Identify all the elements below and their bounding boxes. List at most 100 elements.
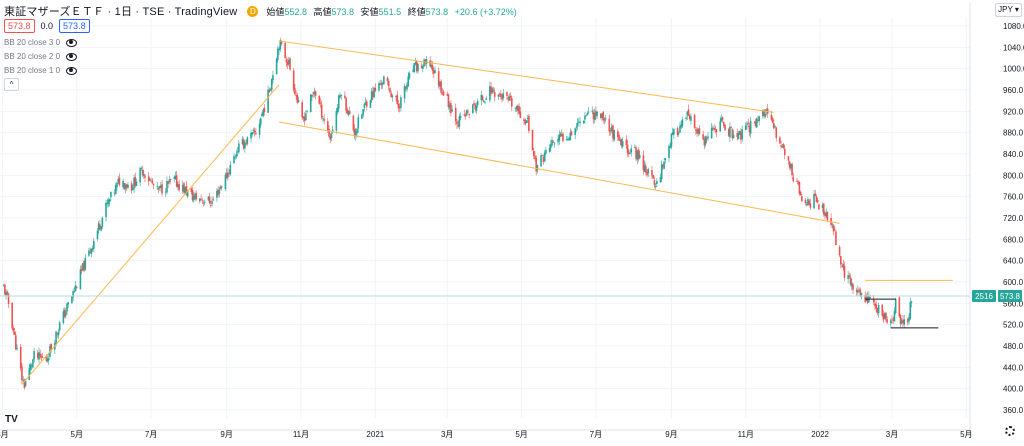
- indicator-bb-3[interactable]: BB 20 close 3 0: [4, 38, 78, 47]
- candle-body: [540, 155, 542, 167]
- eye-icon[interactable]: [66, 52, 78, 61]
- candle-body: [178, 183, 180, 190]
- candle-body: [515, 105, 518, 110]
- candle-body: [642, 155, 645, 171]
- candle-body: [771, 117, 774, 123]
- candle-body: [140, 167, 143, 169]
- candle-body: [125, 184, 128, 188]
- candle-body: [96, 230, 99, 240]
- y-tick-label: 840.0: [1003, 150, 1024, 159]
- candle-body: [116, 182, 118, 188]
- y-tick-label: 480.0: [1003, 342, 1024, 351]
- candle-body: [390, 92, 392, 98]
- candle-body: [16, 348, 18, 350]
- candle-body: [523, 119, 525, 121]
- candle-body: [456, 121, 458, 125]
- indicator-bb-2[interactable]: BB 20 close 2 0: [4, 52, 78, 61]
- candle-body: [380, 82, 383, 86]
- candle-body: [526, 118, 529, 119]
- candle-body: [107, 199, 110, 204]
- candle-body: [413, 63, 416, 72]
- candle-body: [150, 180, 152, 182]
- candle-body: [117, 179, 120, 183]
- candle-body: [161, 184, 163, 194]
- candle-body: [710, 127, 713, 139]
- candle-body: [57, 331, 60, 336]
- candle-body: [84, 257, 87, 270]
- x-tick-label: 11月: [293, 430, 309, 439]
- candle-body: [30, 365, 33, 367]
- y-tick-label: 1000.0: [1003, 65, 1024, 74]
- candle-body: [782, 144, 785, 148]
- candle-body: [557, 138, 559, 143]
- candle-body: [124, 184, 127, 189]
- candle-body: [242, 140, 245, 149]
- candle-body: [396, 95, 399, 104]
- candle-body: [228, 173, 230, 174]
- candle-body: [90, 248, 93, 254]
- candle-body: [889, 320, 892, 324]
- candle-body: [498, 93, 501, 95]
- candle-body: [482, 100, 485, 103]
- buy-button[interactable]: 573.8: [59, 19, 90, 33]
- market-status-badge[interactable]: D: [247, 5, 259, 17]
- candle-body: [509, 95, 512, 98]
- candle-body: [344, 95, 346, 98]
- candle-body: [101, 217, 104, 227]
- candle-body: [662, 164, 664, 167]
- candle-body: [569, 132, 572, 141]
- candle-body: [336, 107, 339, 112]
- candle-body: [5, 291, 7, 296]
- y-tick-label: 1080.0: [1003, 22, 1024, 31]
- candle-body: [362, 109, 364, 116]
- eye-icon[interactable]: [66, 66, 78, 75]
- candle-body: [770, 114, 773, 120]
- candle-body: [659, 177, 662, 183]
- candle-body: [100, 226, 102, 231]
- candle-body: [253, 130, 256, 133]
- candle-body: [258, 123, 261, 135]
- indicator-bb-1[interactable]: BB 20 close 1 0: [4, 66, 78, 75]
- candle-body: [383, 76, 385, 85]
- candle-body: [335, 111, 338, 131]
- candle-body: [364, 101, 367, 106]
- candle-body: [313, 91, 316, 95]
- y-tick-label: 960.0: [1003, 86, 1024, 95]
- candle-body: [874, 303, 876, 307]
- candle-body: [423, 59, 425, 67]
- candle-body: [110, 191, 112, 198]
- x-tick-label: 7月: [145, 430, 157, 439]
- candle-body: [587, 111, 590, 113]
- candle-body: [668, 145, 670, 158]
- candle-body: [831, 224, 834, 226]
- currency-selector[interactable]: JPY ▾: [995, 3, 1022, 17]
- collapse-legend-button[interactable]: ^: [4, 78, 19, 91]
- candle-body: [791, 164, 793, 176]
- candle-body: [414, 62, 417, 65]
- candle-body: [757, 119, 759, 121]
- candle-body: [378, 83, 380, 91]
- candle-body: [241, 138, 244, 145]
- candle-body: [311, 94, 313, 97]
- symbol-title[interactable]: 東証マザーズＥＴＦ · 1日 · TSE · TradingView: [4, 6, 238, 18]
- candle-body: [872, 299, 875, 303]
- candle-body: [286, 61, 289, 65]
- candle-body: [133, 177, 135, 189]
- candle-body: [73, 291, 76, 293]
- gear-icon[interactable]: [1005, 426, 1015, 436]
- sell-button[interactable]: 573.8: [4, 19, 35, 33]
- candle-body: [531, 129, 534, 151]
- candle-body: [553, 143, 556, 145]
- candle-body: [431, 65, 434, 71]
- candle-body: [6, 291, 9, 295]
- candle-body: [883, 313, 886, 319]
- candle-body: [40, 355, 43, 358]
- candle-body: [490, 86, 492, 94]
- change-value: +20.6 (+3.72%): [454, 6, 517, 17]
- open-value: 552.8: [284, 6, 307, 17]
- eye-icon[interactable]: [66, 38, 78, 47]
- candle-body: [389, 88, 391, 93]
- candle-body: [63, 309, 66, 318]
